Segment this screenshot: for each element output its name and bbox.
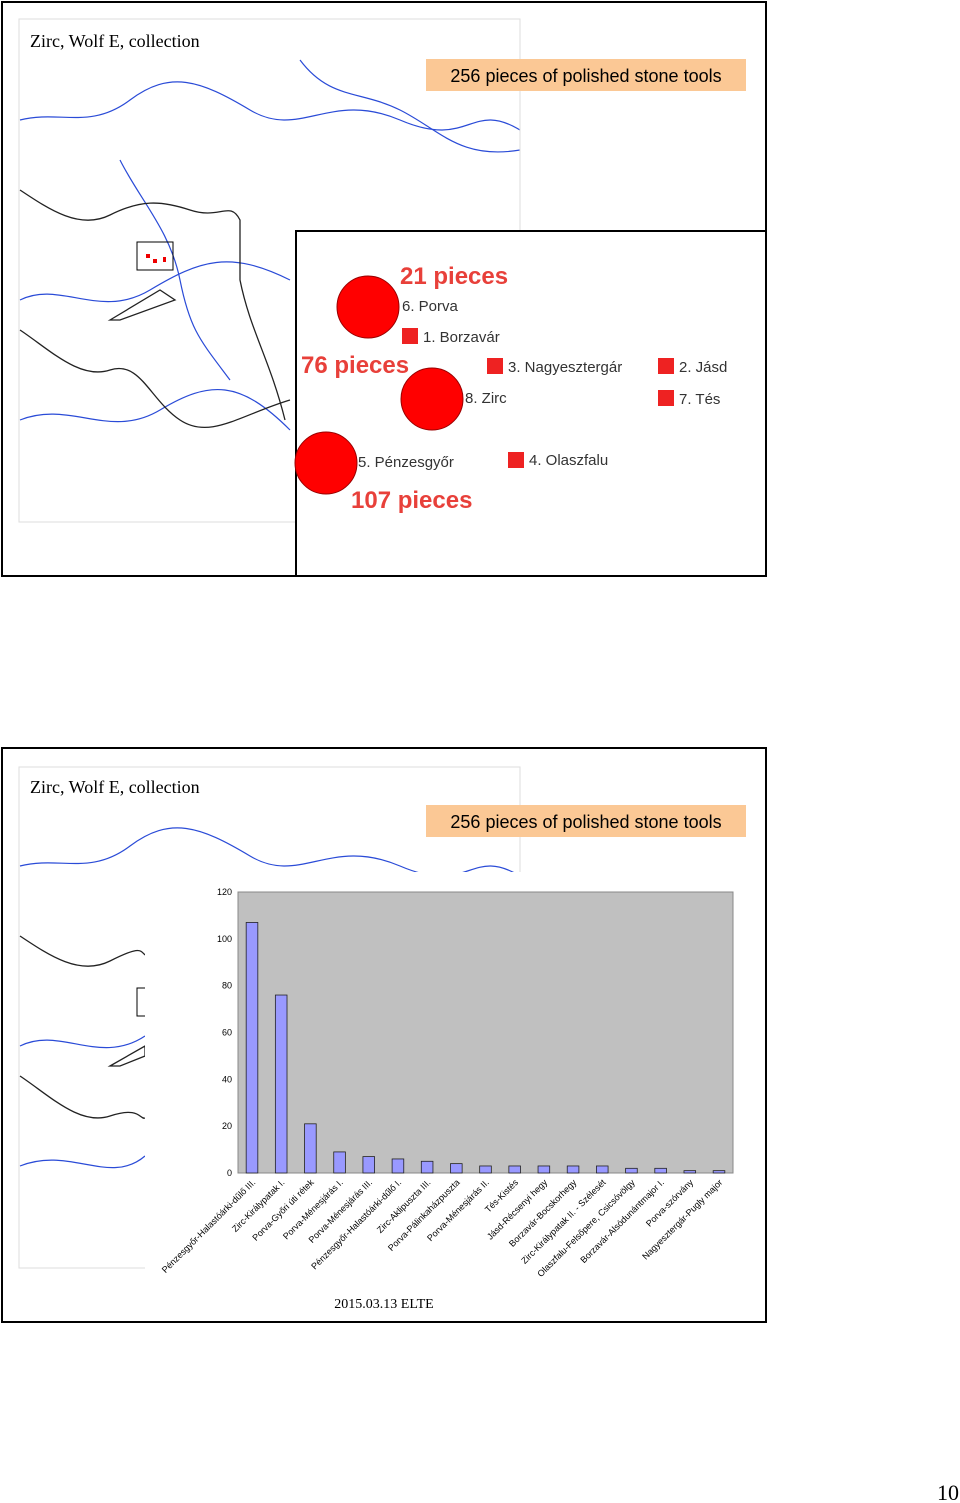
slide-title: Zirc, Wolf E, collection [30, 777, 200, 797]
slide-title: Zirc, Wolf E, collection [30, 31, 200, 51]
label: 76 pieces [301, 352, 409, 379]
y-tick-label: 60 [222, 1028, 232, 1038]
bar [274, 994, 288, 1174]
bar [304, 1123, 317, 1174]
bar [333, 1151, 346, 1174]
y-tick-label: 100 [217, 934, 232, 944]
banner [426, 805, 746, 837]
label: 4. Olaszfalu [529, 452, 608, 469]
plot-area [237, 891, 734, 1174]
bar [683, 1170, 697, 1174]
label: 3. Nagyesztergár [508, 359, 622, 376]
bar [596, 1165, 609, 1174]
bar [450, 1163, 463, 1174]
footer: 2015.03.13 ELTE [334, 1297, 433, 1312]
label: 1. Borzavár [423, 329, 500, 346]
label: 6. Porva [402, 298, 459, 315]
bar [654, 1167, 667, 1174]
y-tick-label: 40 [222, 1074, 232, 1084]
bar [712, 1170, 726, 1174]
label: 7. Tés [679, 391, 720, 408]
y-tick-label: 20 [222, 1121, 232, 1131]
banner-text: 256 pieces of polished stone tools [450, 812, 721, 832]
label: 2. Jásd [679, 359, 727, 376]
bar [508, 1165, 521, 1174]
bar [479, 1165, 492, 1174]
bar [245, 922, 259, 1174]
y-tick-label: 120 [217, 887, 232, 897]
map [19, 59, 521, 431]
bar [566, 1165, 580, 1174]
bar [391, 1158, 405, 1174]
y-tick-label: 80 [222, 981, 232, 991]
bar [625, 1167, 638, 1174]
bar [362, 1156, 375, 1174]
label: 8. Zirc [465, 390, 507, 407]
label: 107 pieces [351, 487, 472, 514]
bar [420, 1160, 434, 1174]
page-number: 10 [937, 1480, 959, 1503]
bar [537, 1165, 551, 1174]
y-tick-label: 0 [227, 1168, 232, 1178]
banner-text: 256 pieces of polished stone tools [450, 66, 721, 86]
label: 5. Pénzesgyőr [358, 454, 454, 471]
banner [426, 59, 746, 91]
inset: 21 pieces 6. Porva 1. Borzavár 76 pieces… [294, 230, 767, 577]
label: 21 pieces [400, 263, 508, 290]
